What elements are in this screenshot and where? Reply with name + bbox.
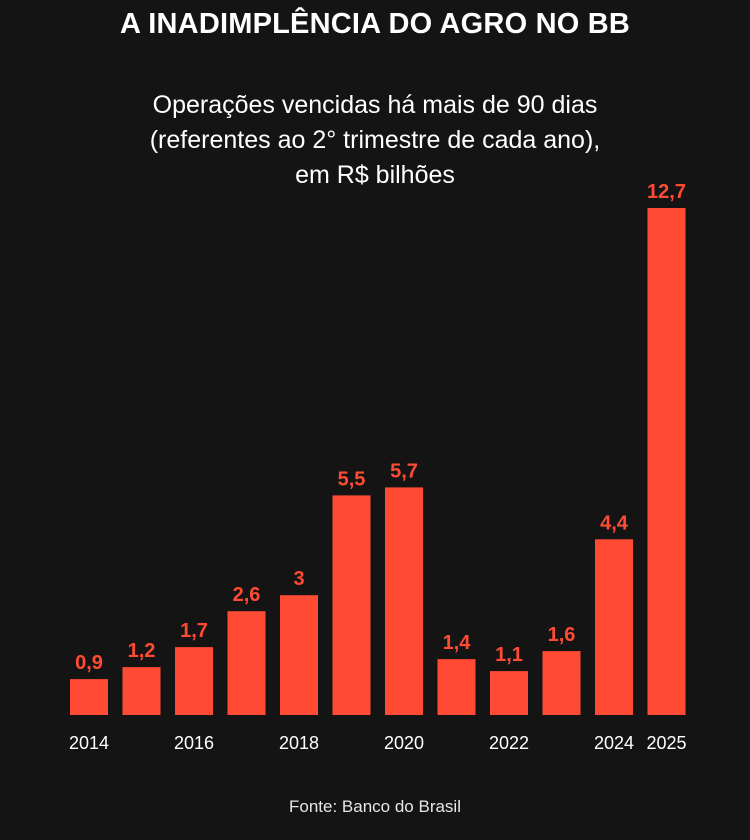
subtitle-line-2: (referentes ao 2° trimestre de cada ano)… xyxy=(149,126,601,154)
x-tick-label-2020: 2020 xyxy=(384,733,424,753)
x-tick-label-2025: 2025 xyxy=(646,733,686,753)
bar-2016 xyxy=(175,647,213,715)
bar-2017 xyxy=(227,611,266,715)
value-label-2021: 1,4 xyxy=(443,632,472,654)
subtitle-line-1: Operações vencidas há mais de 90 dias xyxy=(152,91,598,119)
bar-2022 xyxy=(490,671,528,715)
source-note: Fonte: Banco do Brasil xyxy=(289,797,461,816)
value-label-2020: 5,7 xyxy=(390,460,418,482)
value-label-2018: 3 xyxy=(293,568,304,590)
x-tick-label-2014: 2014 xyxy=(69,733,109,753)
chart-title: A INADIMPLÊNCIA DO AGRO NO BB xyxy=(119,8,631,40)
value-label-2024: 4,4 xyxy=(600,512,629,534)
bar-2024 xyxy=(595,539,633,715)
value-label-2022: 1,1 xyxy=(495,644,523,666)
bar-2020 xyxy=(385,487,423,715)
subtitle-line-3: em R$ bilhões xyxy=(295,161,455,189)
bar-2021 xyxy=(437,659,476,715)
x-tick-label-2022: 2022 xyxy=(489,733,529,753)
bar-2019 xyxy=(332,495,371,715)
x-tick-label-2016: 2016 xyxy=(174,733,214,753)
bar-2023 xyxy=(542,651,581,715)
value-label-2019: 5,5 xyxy=(338,468,366,490)
bar-2018 xyxy=(280,595,318,715)
value-label-2016: 1,7 xyxy=(180,620,208,642)
value-label-2017: 2,6 xyxy=(233,584,261,606)
bar-2025 xyxy=(647,208,686,715)
value-label-2015: 1,2 xyxy=(128,640,156,662)
value-label-2025: 12,7 xyxy=(647,181,686,203)
bar-2015 xyxy=(122,667,161,715)
value-label-2014: 0,9 xyxy=(75,652,103,674)
chart-subtitle: Operações vencidas há mais de 90 dias (r… xyxy=(0,88,750,193)
x-tick-label-2024: 2024 xyxy=(594,733,634,753)
value-label-2023: 1,6 xyxy=(548,624,576,646)
x-tick-label-2018: 2018 xyxy=(279,733,319,753)
bar-2014 xyxy=(70,679,108,715)
